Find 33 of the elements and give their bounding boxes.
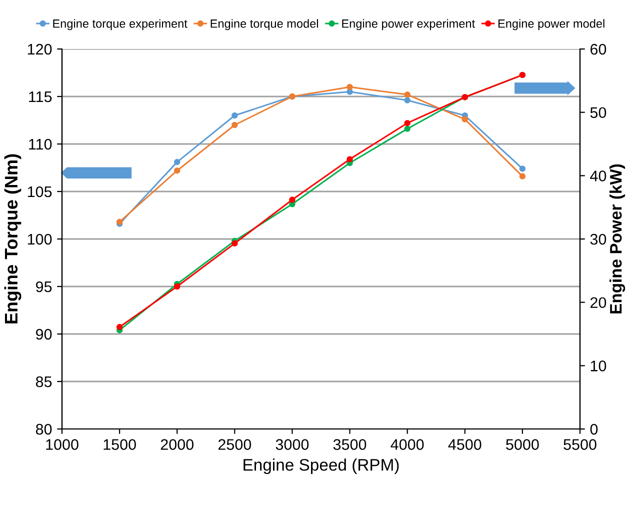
y-axis-title: Engine Torque (Nm) [4, 154, 22, 324]
y-tick-label: 110 [29, 138, 52, 150]
x-tick-label: 3500 [333, 439, 366, 450]
x-tick-label: 5000 [506, 439, 539, 450]
x-tick-label: 3000 [276, 439, 309, 450]
y-tick-label: 115 [29, 92, 52, 102]
legend-label: Engine power experiment [342, 19, 475, 30]
x-tick-label: 4000 [390, 439, 424, 450]
y2-tick-label: 0 [590, 424, 598, 435]
legend-label: Engine torque model [210, 19, 318, 30]
legend-label: Engine torque experiment [53, 19, 188, 30]
y2-tick-label: 30 [590, 234, 606, 245]
y-tick-label: 105 [28, 186, 52, 198]
x-tick-label: 5500 [564, 439, 596, 450]
x-tick-label: 2500 [218, 439, 252, 450]
x-tick-label: 1000 [46, 439, 78, 450]
y2-tick-label: 20 [590, 297, 606, 308]
y2-tick-label: 40 [590, 170, 606, 182]
y-tick-label: 90 [36, 328, 52, 340]
x-tick-label: 1500 [104, 439, 136, 450]
y-tick-label: 85 [36, 376, 52, 388]
x-tick-label: 4500 [448, 439, 482, 450]
y-tick-label: 95 [36, 281, 52, 292]
x-axis-title: Engine Speed (RPM) [244, 458, 399, 474]
y-tick-label: 80 [36, 424, 52, 435]
y-tick-label: 100 [28, 234, 52, 245]
y-tick-label: 120 [28, 44, 52, 55]
y2-tick-label: 50 [590, 107, 606, 118]
y2-axis-title: Engine Power (kW) [609, 164, 626, 314]
legend-label: Engine power model [498, 19, 604, 30]
y2-tick-label: 10 [590, 360, 606, 372]
y2-tick-label: 60 [590, 44, 606, 55]
x-tick-label: 2000 [160, 439, 194, 450]
